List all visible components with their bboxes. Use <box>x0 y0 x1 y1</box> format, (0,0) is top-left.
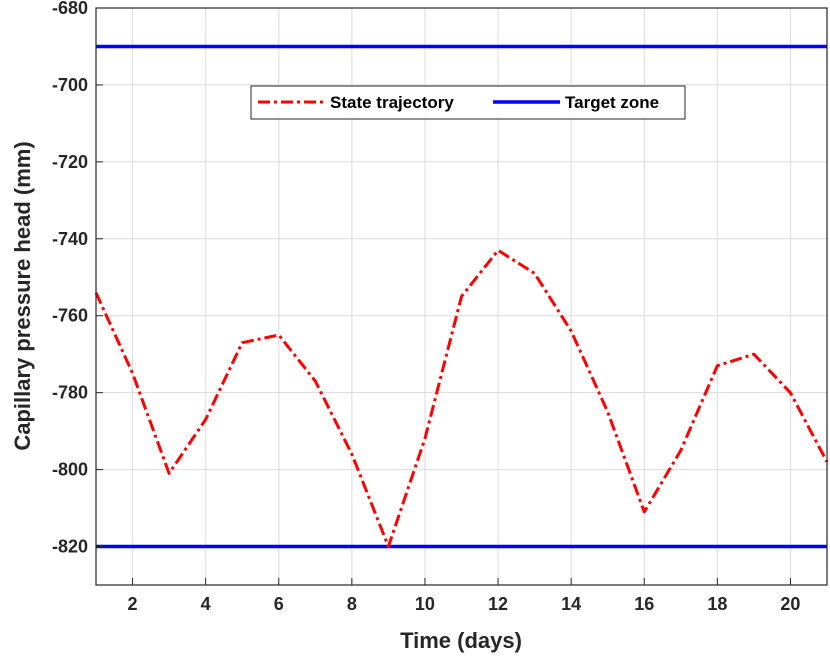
y-tick-label: -780 <box>52 383 88 403</box>
legend-box <box>250 85 686 120</box>
plot-area <box>94 44 829 549</box>
y-tick-label: -720 <box>52 152 88 172</box>
y-axis-ticks: -680 -700 -720 -740 -760 -780 -800 -820 <box>52 0 103 557</box>
axes-frame <box>95 7 828 586</box>
legend-label-target-zone: Target zone <box>565 93 659 112</box>
y-tick-label: -740 <box>52 229 88 249</box>
x-tick-label: 16 <box>634 594 654 614</box>
y-tick-label: -820 <box>52 537 88 557</box>
x-tick-label: 6 <box>274 594 284 614</box>
y-tick-label: -680 <box>52 0 88 18</box>
x-tick-label: 12 <box>488 594 508 614</box>
y-axis-label: Capillary pressure head (mm) <box>10 141 35 450</box>
y-tick-label: -800 <box>52 460 88 480</box>
x-axis-label: Time (days) <box>400 628 522 653</box>
y-tick-label: -700 <box>52 75 88 95</box>
x-tick-label: 18 <box>707 594 727 614</box>
x-tick-label: 4 <box>201 594 211 614</box>
x-tick-label: 14 <box>561 594 581 614</box>
legend-label-state-trajectory: State trajectory <box>330 93 454 112</box>
x-tick-label: 8 <box>347 594 357 614</box>
y-tick-label: -760 <box>52 306 88 326</box>
legend: State trajectory Target zone <box>250 85 686 120</box>
x-tick-label: 10 <box>415 594 435 614</box>
x-tick-label: 2 <box>128 594 138 614</box>
x-axis-ticks: 2 4 6 8 10 12 14 16 18 20 <box>128 578 800 614</box>
x-tick-label: 20 <box>780 594 800 614</box>
